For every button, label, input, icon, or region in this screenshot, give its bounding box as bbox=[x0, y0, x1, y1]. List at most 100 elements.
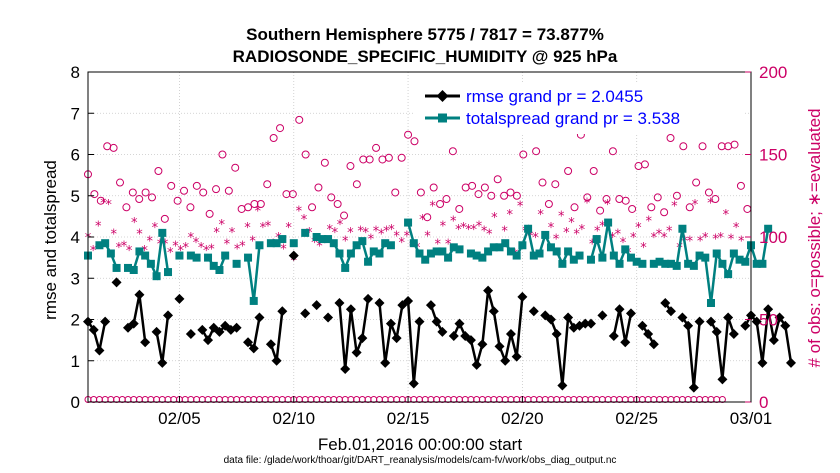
obs-possible-point bbox=[621, 196, 630, 205]
obs-evaluated-point: * bbox=[198, 241, 205, 256]
obs-possible-point bbox=[596, 206, 605, 215]
totalspread-point bbox=[758, 259, 767, 268]
obs-evaluated-point: * bbox=[152, 221, 159, 236]
obs-evaluated-point: * bbox=[203, 244, 210, 259]
rmse-point bbox=[660, 298, 671, 308]
obs-possible-point bbox=[282, 190, 291, 199]
obs-evaluated-point: * bbox=[563, 226, 570, 241]
rmse-point bbox=[140, 337, 151, 348]
totalspread-point bbox=[249, 296, 258, 305]
obs-evaluated-point: * bbox=[661, 231, 668, 246]
totalspread-point bbox=[404, 218, 413, 227]
obs-possible-point bbox=[154, 167, 163, 175]
totalspread-point bbox=[129, 266, 138, 274]
obs-evaluated-point: * bbox=[363, 226, 370, 241]
obs-possible-point bbox=[628, 204, 637, 213]
rmse-point bbox=[551, 328, 562, 339]
totalspread-point bbox=[449, 243, 458, 252]
right-tick-label: 0 bbox=[759, 393, 768, 412]
totalspread-point bbox=[266, 239, 275, 248]
obs-evaluated-point: * bbox=[393, 229, 400, 244]
obs-evaluated-point: * bbox=[440, 219, 447, 234]
rmse-point bbox=[437, 326, 448, 337]
obs-possible-point bbox=[512, 191, 521, 200]
rmse-point bbox=[614, 304, 625, 315]
obs-evaluated-point: * bbox=[558, 210, 565, 225]
obs-possible-point bbox=[429, 183, 438, 192]
chart-title-line2: RADIOSONDE_SPECIFIC_HUMIDITY @ 925 hPa bbox=[233, 47, 618, 66]
rmse-point bbox=[88, 324, 99, 335]
totalspread-point bbox=[684, 259, 693, 268]
obs-evaluated-point: * bbox=[594, 224, 601, 239]
totalspread-point bbox=[209, 261, 218, 270]
rmse-point bbox=[563, 312, 574, 323]
rmse-point bbox=[763, 304, 774, 315]
totalspread-point bbox=[324, 235, 333, 244]
obs-evaluated-point: * bbox=[188, 231, 195, 246]
obs-evaluated-point: * bbox=[327, 223, 334, 238]
rmse-point bbox=[471, 359, 482, 370]
totalspread-point bbox=[215, 266, 224, 274]
obs-possible-point bbox=[506, 188, 515, 197]
totalspread-point bbox=[615, 259, 624, 268]
rmse-point bbox=[500, 355, 511, 366]
totalspread-point bbox=[135, 247, 144, 256]
obs-evaluated-point: * bbox=[260, 221, 267, 236]
obs-possible-point bbox=[468, 181, 477, 190]
totalspread-point bbox=[375, 249, 384, 258]
totalspread-point bbox=[432, 247, 441, 256]
obs-evaluated-point: * bbox=[126, 244, 133, 259]
obs-possible-point bbox=[442, 195, 451, 204]
obs-evaluated-point: * bbox=[553, 233, 560, 248]
obs-possible-point bbox=[352, 180, 361, 189]
obs-evaluated-point: * bbox=[121, 239, 128, 254]
left-tick-label: 1 bbox=[71, 352, 80, 371]
obs-evaluated-point: * bbox=[296, 205, 303, 220]
obs-evaluated-point: * bbox=[146, 234, 153, 249]
rmse-point bbox=[265, 339, 276, 350]
rmse-point bbox=[786, 357, 797, 368]
totalspread-point bbox=[592, 235, 601, 244]
totalspread-point bbox=[632, 257, 641, 266]
totalspread-point bbox=[409, 239, 418, 248]
rmse-point bbox=[197, 324, 208, 335]
rmse-point bbox=[477, 339, 488, 350]
obs-possible-point bbox=[244, 203, 253, 212]
obs-possible-point bbox=[519, 150, 528, 159]
rmse-point bbox=[494, 341, 505, 352]
totalspread-point bbox=[301, 228, 310, 237]
obs-evaluated-point: * bbox=[671, 200, 678, 215]
obs-possible-point bbox=[199, 188, 208, 197]
left-tick-label: 7 bbox=[71, 104, 80, 123]
totalspread-point bbox=[729, 249, 738, 258]
obs-possible-point bbox=[250, 200, 259, 208]
obs-possible-point bbox=[135, 195, 144, 204]
obs-possible-point bbox=[90, 190, 99, 199]
obs-evaluated-point: * bbox=[368, 233, 375, 248]
obs-possible-point bbox=[340, 211, 349, 220]
right-tick-label: 50 bbox=[759, 311, 778, 330]
obs-evaluated-point: * bbox=[229, 226, 236, 241]
obs-possible-point bbox=[704, 188, 713, 197]
x-tick-label: 03/01 bbox=[730, 409, 773, 428]
rmse-point bbox=[214, 326, 225, 337]
totalspread-point bbox=[421, 255, 430, 264]
obs-possible-point bbox=[205, 209, 214, 218]
obs-possible-point bbox=[128, 188, 137, 197]
obs-possible-point bbox=[493, 175, 502, 184]
totalspread-point bbox=[575, 251, 584, 260]
obs-possible-point bbox=[538, 178, 547, 187]
totalspread-point bbox=[466, 249, 475, 258]
x-tick-label: 02/20 bbox=[501, 409, 544, 428]
rmse-point bbox=[271, 355, 282, 366]
totalspread-point bbox=[552, 247, 561, 256]
totalspread-point bbox=[501, 239, 510, 248]
obs-possible-point bbox=[276, 124, 285, 133]
totalspread-point bbox=[524, 224, 533, 233]
obs-possible-point bbox=[500, 191, 509, 200]
obs-evaluated-point: * bbox=[306, 226, 313, 241]
obs-possible-point bbox=[160, 214, 169, 223]
rmse-point bbox=[163, 310, 174, 321]
totalspread-point bbox=[146, 259, 155, 268]
totalspread-point bbox=[484, 247, 493, 256]
